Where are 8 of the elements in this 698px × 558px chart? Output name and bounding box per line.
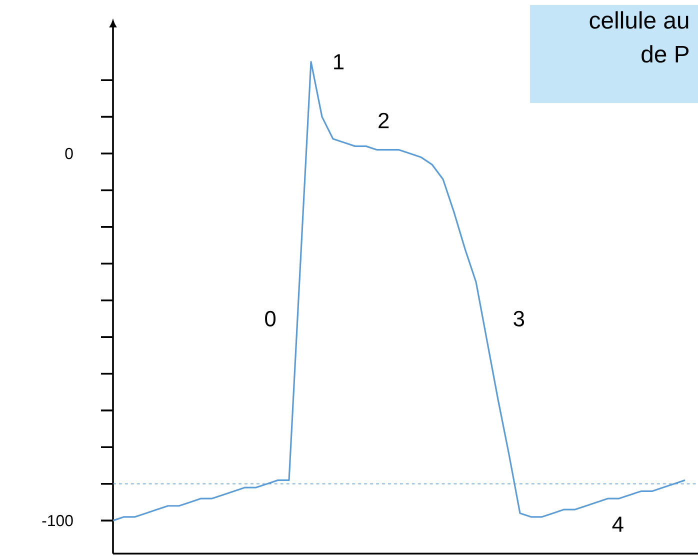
- y-tick-label: -100: [42, 514, 73, 526]
- annotation: 3: [514, 310, 524, 326]
- annotation: 2: [378, 112, 389, 128]
- annotation: 4: [612, 516, 624, 532]
- annotation: 0: [265, 310, 276, 326]
- annotation: de P: [642, 45, 689, 63]
- annotation: cellule au: [590, 11, 688, 29]
- annotation: 1: [334, 54, 344, 70]
